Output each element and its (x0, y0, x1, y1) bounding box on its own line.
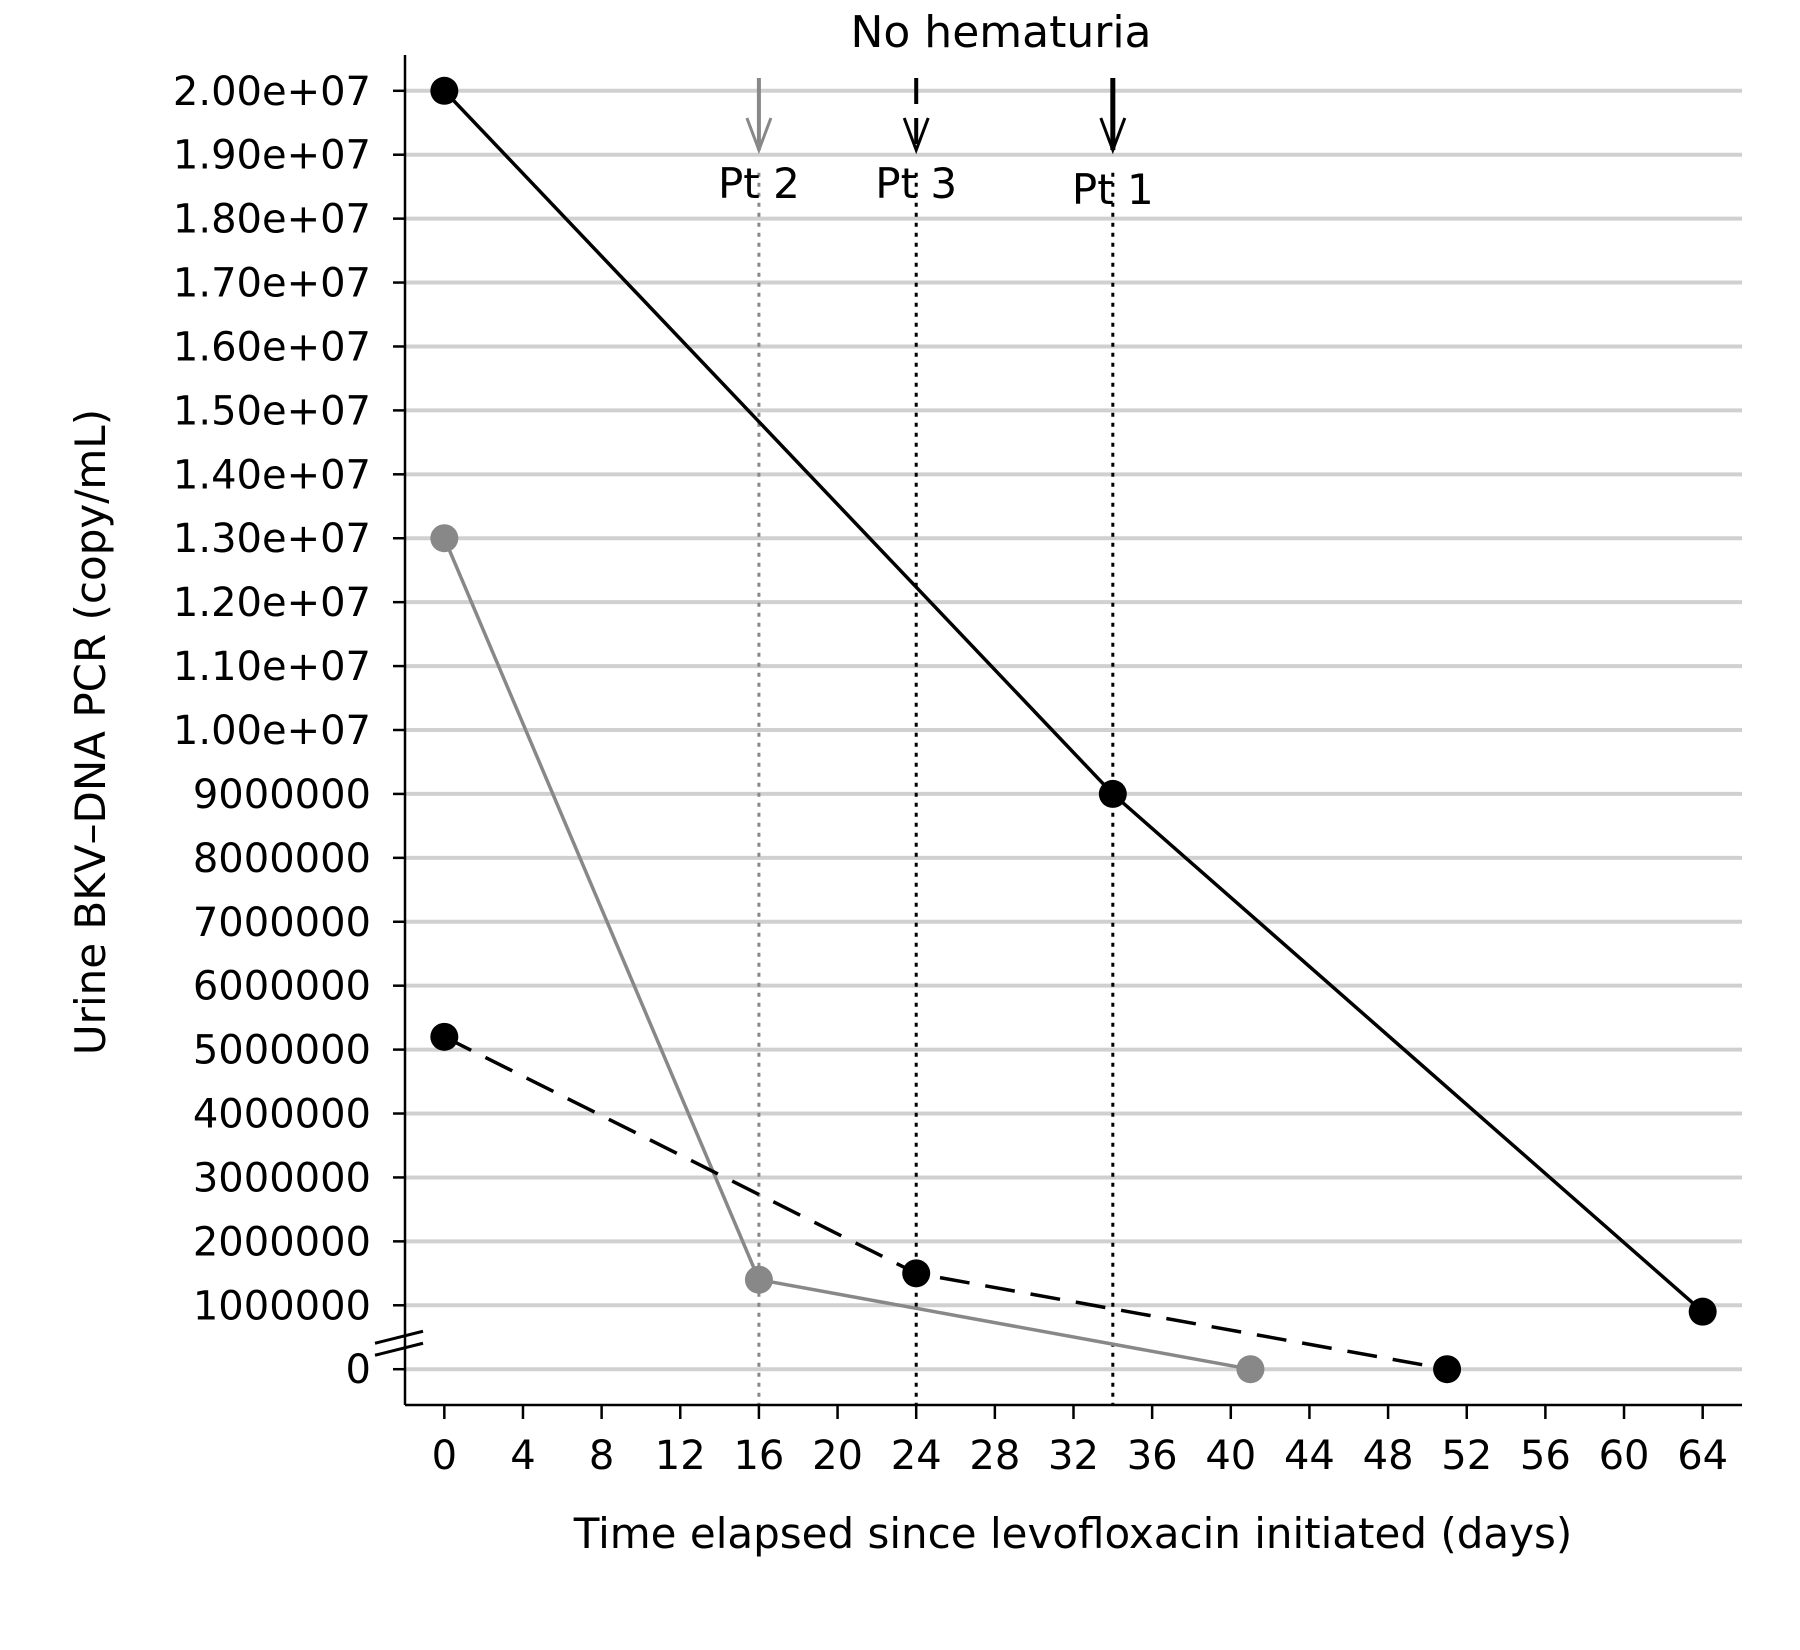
y-tick-label: 1.30e+07 (173, 516, 371, 562)
axis-break-mark (374, 1341, 424, 1357)
x-tick-label: 32 (1048, 1433, 1099, 1479)
y-tick-label: 9000000 (193, 772, 371, 818)
y-tick-label: 6000000 (193, 964, 371, 1010)
x-tick-label: 24 (891, 1433, 942, 1479)
chart-title: No hematuria (850, 7, 1151, 58)
y-tick-label: 1.60e+07 (173, 324, 371, 370)
series-line (443, 1035, 1448, 1371)
annotations: Pt 2 Pt 3 Pt 1 (718, 78, 1154, 214)
x-tick-label: 12 (655, 1433, 706, 1479)
x-tick-label: 20 (812, 1433, 863, 1479)
y-tick-label: 1.20e+07 (173, 580, 371, 626)
y-tick-label: 0 (346, 1347, 371, 1393)
data-point (1688, 1297, 1717, 1326)
axes: 0 1000000 2000000 3000000 4000000 5000000 6000… (173, 55, 1742, 1479)
annotation-label: Pt 1 (1072, 165, 1154, 214)
y-tick-label: 1.70e+07 (173, 261, 371, 307)
data-points (430, 76, 1717, 1384)
y-axis-label: Urine BKV–DNA PCR (copy/mL) (66, 409, 115, 1055)
x-tick-label: 28 (969, 1433, 1020, 1479)
data-point (902, 1259, 931, 1288)
y-tick-label: 1.10e+07 (173, 644, 371, 690)
y-tick-label: 1.00e+07 (173, 708, 371, 754)
annotation-arrowhead (902, 117, 930, 155)
x-tick-label: 60 (1599, 1433, 1650, 1479)
axis-break-mark (374, 1329, 424, 1345)
reference-lines (757, 172, 1115, 1405)
x-tick-label: 44 (1284, 1433, 1335, 1479)
series-line (442, 537, 1251, 1371)
data-point (1098, 779, 1127, 808)
x-tick-label: 64 (1677, 1433, 1728, 1479)
y-tick-label: 5000000 (193, 1028, 371, 1074)
annotation-label: Pt 2 (718, 159, 800, 208)
y-tick-label: 1.90e+07 (173, 133, 371, 179)
x-axis-label: Time elapsed since levofloxacin initiate… (573, 1509, 1573, 1558)
data-point (744, 1265, 773, 1294)
y-tick-label: 1.80e+07 (173, 197, 371, 243)
y-tick-label: 4000000 (193, 1092, 371, 1138)
y-tick-label: 7000000 (193, 900, 371, 946)
x-tick-label: 52 (1441, 1433, 1492, 1479)
y-tick-label: 1.40e+07 (173, 452, 371, 498)
x-tick-label: 4 (510, 1433, 535, 1479)
data-point (430, 1022, 459, 1051)
y-tick-label: 2000000 (193, 1219, 371, 1265)
x-tick-label: 16 (733, 1433, 784, 1479)
y-tick-label: 1000000 (193, 1283, 371, 1329)
annotation-arrowhead (1099, 117, 1127, 155)
x-tick-label: 56 (1520, 1433, 1571, 1479)
data-point (1236, 1355, 1265, 1384)
x-tick-label: 0 (432, 1433, 457, 1479)
y-tick-label: 1.50e+07 (173, 388, 371, 434)
annotation-arrowhead (745, 117, 773, 155)
x-tick-label: 8 (589, 1433, 614, 1479)
y-tick-label: 2.00e+07 (173, 69, 371, 115)
y-tick-label: 8000000 (193, 836, 371, 882)
data-point (1433, 1355, 1462, 1384)
gridlines (405, 88, 1742, 1372)
series-line (443, 89, 1704, 1313)
data-point (430, 524, 459, 553)
data-point (430, 76, 459, 105)
annotation-label: Pt 3 (875, 159, 957, 208)
x-tick-label: 40 (1205, 1433, 1256, 1479)
x-tick-label: 36 (1127, 1433, 1178, 1479)
y-tick-label: 3000000 (193, 1155, 371, 1201)
x-tick-label: 48 (1363, 1433, 1414, 1479)
